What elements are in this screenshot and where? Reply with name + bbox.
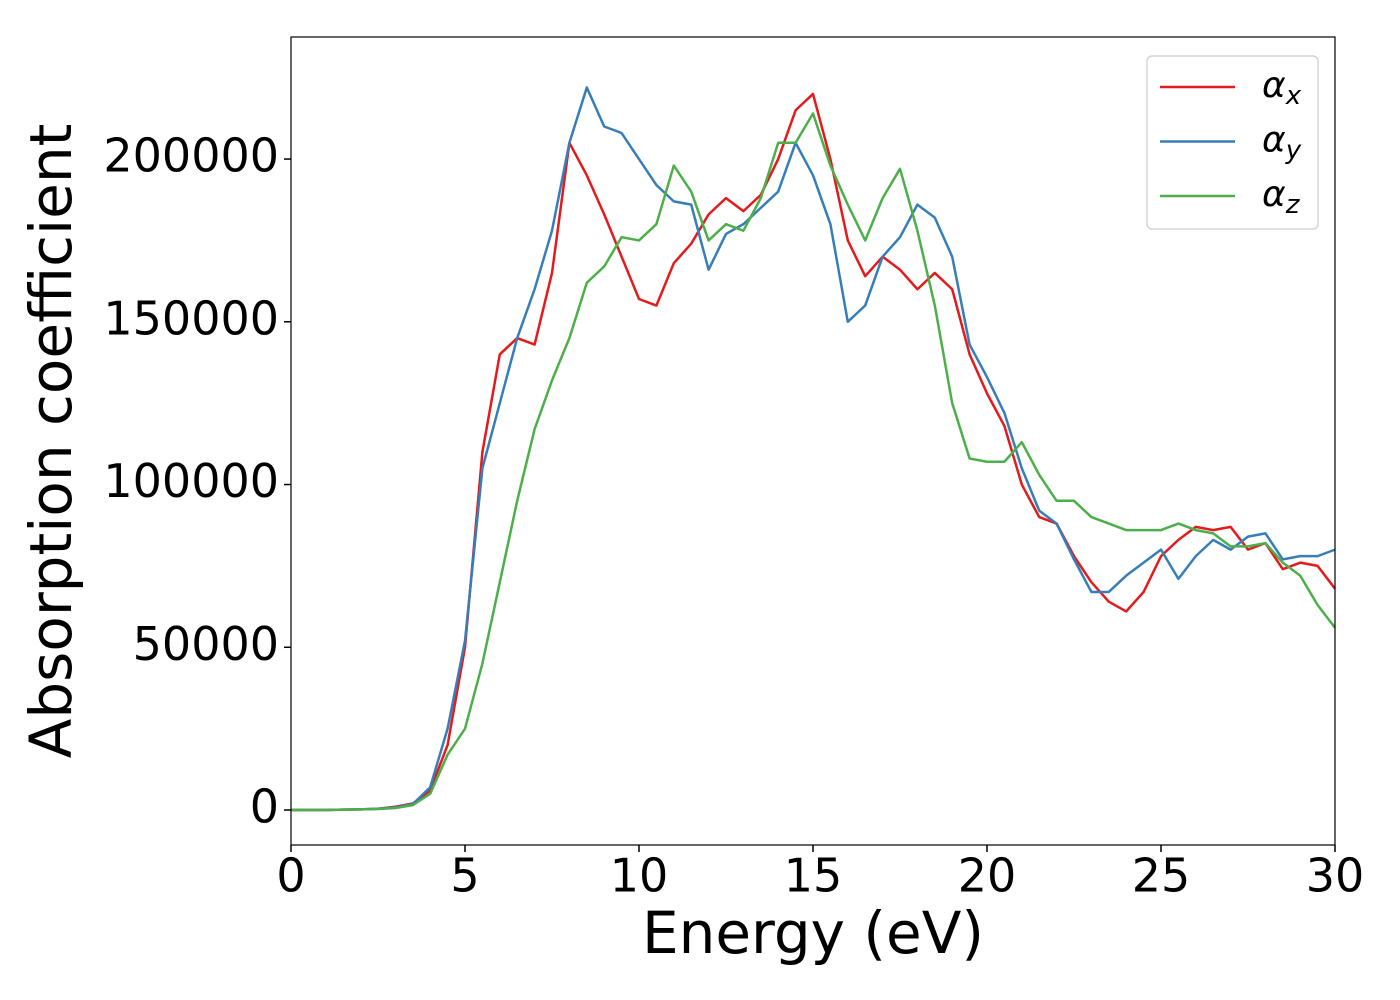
legend-label: αy	[1262, 120, 1302, 166]
x-tick-label: 20	[958, 849, 1017, 903]
legend-label: αx	[1262, 65, 1302, 111]
data-line	[291, 112, 1336, 812]
x-tick-label: 25	[1132, 849, 1191, 903]
x-tick-label: 30	[1306, 849, 1365, 903]
data-line	[291, 92, 1336, 812]
y-tick-label: 200000	[103, 129, 279, 183]
legend-label: αz	[1262, 174, 1301, 220]
x-tick-label: 10	[610, 849, 669, 903]
x-tick-label: 0	[276, 849, 305, 903]
legend: αx αy αz	[1146, 55, 1319, 230]
x-axis-label: Energy (eV)	[642, 899, 984, 967]
x-tick-label: 5	[450, 849, 479, 903]
data-line	[291, 86, 1336, 812]
y-tick-label: 50000	[133, 617, 279, 671]
y-axis-label: Absorption coefficient	[17, 124, 85, 759]
plot-frame	[290, 36, 1336, 846]
y-tick-label: 100000	[103, 454, 279, 508]
x-tick-label: 15	[784, 849, 843, 903]
y-tick-label: 0	[250, 780, 279, 834]
y-tick-label: 150000	[103, 291, 279, 345]
